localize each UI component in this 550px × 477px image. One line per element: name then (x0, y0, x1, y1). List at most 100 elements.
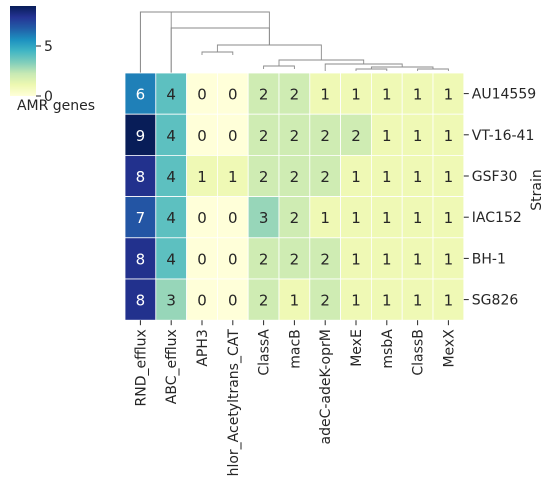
cell-value-label: 1 (382, 250, 392, 268)
column-labels: RND_efflux ABC_efflux APH3 Chlor_Acetyltran… (133, 320, 457, 477)
cell-value-label: 1 (444, 168, 454, 186)
cell-value-label: 2 (259, 250, 269, 268)
row-label: IAC152 (472, 210, 522, 226)
column-label: Chlor_Acetyltrans_CAT (226, 329, 242, 477)
cell-value-label: 4 (166, 127, 176, 145)
cell-value-label: 8 (136, 292, 146, 310)
cell-value-label: 2 (259, 168, 269, 186)
cell-value-label: 1 (351, 86, 361, 104)
column-label: adeC-adeK-oprM (318, 329, 334, 444)
heatmap-cell (401, 113, 434, 156)
cell-value-label: 2 (351, 127, 361, 145)
heatmap-cell (124, 154, 157, 197)
heatmap-cell (278, 278, 311, 321)
cell-value-label: 1 (444, 86, 454, 104)
dendrogram-link (139, 11, 172, 73)
cell-value-label: 4 (166, 250, 176, 268)
dendrogram-link (278, 59, 365, 66)
cell-value-label: 1 (444, 292, 454, 310)
cell-value-label: 8 (136, 168, 146, 186)
column-dendrogram (139, 11, 449, 73)
cell-value-label: 2 (259, 127, 269, 145)
heatmap-cell (432, 72, 465, 115)
cell-value-label: 1 (413, 250, 423, 268)
y-axis-label: Strain (529, 169, 545, 210)
column-label: MexX (441, 329, 457, 368)
heatmap-cell (216, 72, 249, 115)
cell-value-label: 2 (320, 292, 330, 310)
heatmap-cell (124, 278, 157, 321)
cell-value-label: 1 (413, 127, 423, 145)
row-labels: AU14559 VT-16-41 GSF30 IAC152 BH-1 SG826 (463, 87, 536, 309)
heatmap-cell (370, 237, 403, 280)
dendrogram-link (417, 68, 449, 71)
heatmap-cell (124, 113, 157, 156)
cell-value-label: 1 (351, 250, 361, 268)
colorbar-tick-label: 0 (44, 89, 53, 105)
cell-value-label: 2 (320, 168, 330, 186)
column-label: MexE (349, 329, 365, 367)
cell-value-label: 0 (228, 292, 238, 310)
column-label: ClassB (411, 329, 427, 375)
cell-value-label: 4 (166, 86, 176, 104)
cell-value-label: 2 (290, 127, 300, 145)
cell-value-label: 1 (382, 127, 392, 145)
colorbar-gradient (10, 6, 36, 96)
cell-value-label: 1 (351, 168, 361, 186)
colorbar-tick-label: 5 (44, 39, 53, 55)
cell-value-label: 1 (413, 209, 423, 227)
cell-value-label: 2 (290, 168, 300, 186)
heatmap-cell (340, 278, 372, 321)
cell-value-label: 0 (228, 86, 238, 104)
cell-value-label: 0 (197, 127, 207, 145)
heatmap-cells: 6 4 0 0 2 2 1 1 1 1 1 9 4 0 0 2 2 2 2 1 1 1 8 4 1 1 2 2 2 1 1 1 1 7 4 0 0 3 2 1… (124, 72, 465, 321)
cell-value-label: 1 (413, 86, 423, 104)
heatmap-cell (186, 196, 218, 239)
cell-value-label: 1 (413, 168, 423, 186)
heatmap-cell (247, 278, 280, 321)
heatmap-cell (432, 237, 465, 280)
heatmap-cell (155, 278, 188, 321)
heatmap-cell (216, 113, 249, 156)
row-label: GSF30 (472, 169, 518, 185)
cell-value-label: 1 (320, 209, 330, 227)
dendrogram-link (355, 68, 388, 71)
heatmap-cell (155, 237, 188, 280)
cell-value-label: 2 (320, 250, 330, 268)
heatmap-cell (401, 278, 434, 321)
cell-value-label: 0 (197, 292, 207, 310)
heatmap-cell (340, 196, 372, 239)
colorbar: 05 AMR genes (10, 6, 95, 114)
row-label: BH-1 (472, 251, 506, 267)
heatmap-cell (216, 278, 249, 321)
cell-value-label: 7 (136, 209, 146, 227)
column-label: APH3 (195, 329, 211, 366)
cell-value-label: 1 (351, 209, 361, 227)
heatmap-cell (186, 113, 218, 156)
heatmap-cell (370, 154, 403, 197)
dendrogram-link (170, 27, 270, 73)
cell-value-label: 4 (166, 168, 176, 186)
cell-value-label: 0 (228, 250, 238, 268)
heatmap-cell (216, 154, 249, 197)
heatmap-cell (155, 72, 188, 115)
heatmap-cell (155, 154, 188, 197)
heatmap-cell (401, 237, 434, 280)
heatmap-cell (432, 113, 465, 156)
cell-value-label: 1 (320, 86, 330, 104)
heatmap-cell (309, 237, 341, 280)
cell-value-label: 1 (382, 86, 392, 104)
cell-value-label: 0 (197, 86, 207, 104)
colorbar-ticks: 05 (36, 39, 53, 105)
heatmap-cell (278, 113, 311, 156)
cell-value-label: 3 (259, 209, 269, 227)
row-label: VT-16-41 (472, 128, 535, 144)
heatmap-cell (370, 113, 403, 156)
column-label: RND_efflux (133, 329, 149, 406)
cell-value-label: 2 (290, 86, 300, 104)
column-label: macB (287, 329, 303, 369)
heatmap-cell (247, 154, 280, 197)
row-label: AU14559 (472, 87, 536, 103)
heatmap-cell (309, 196, 341, 239)
